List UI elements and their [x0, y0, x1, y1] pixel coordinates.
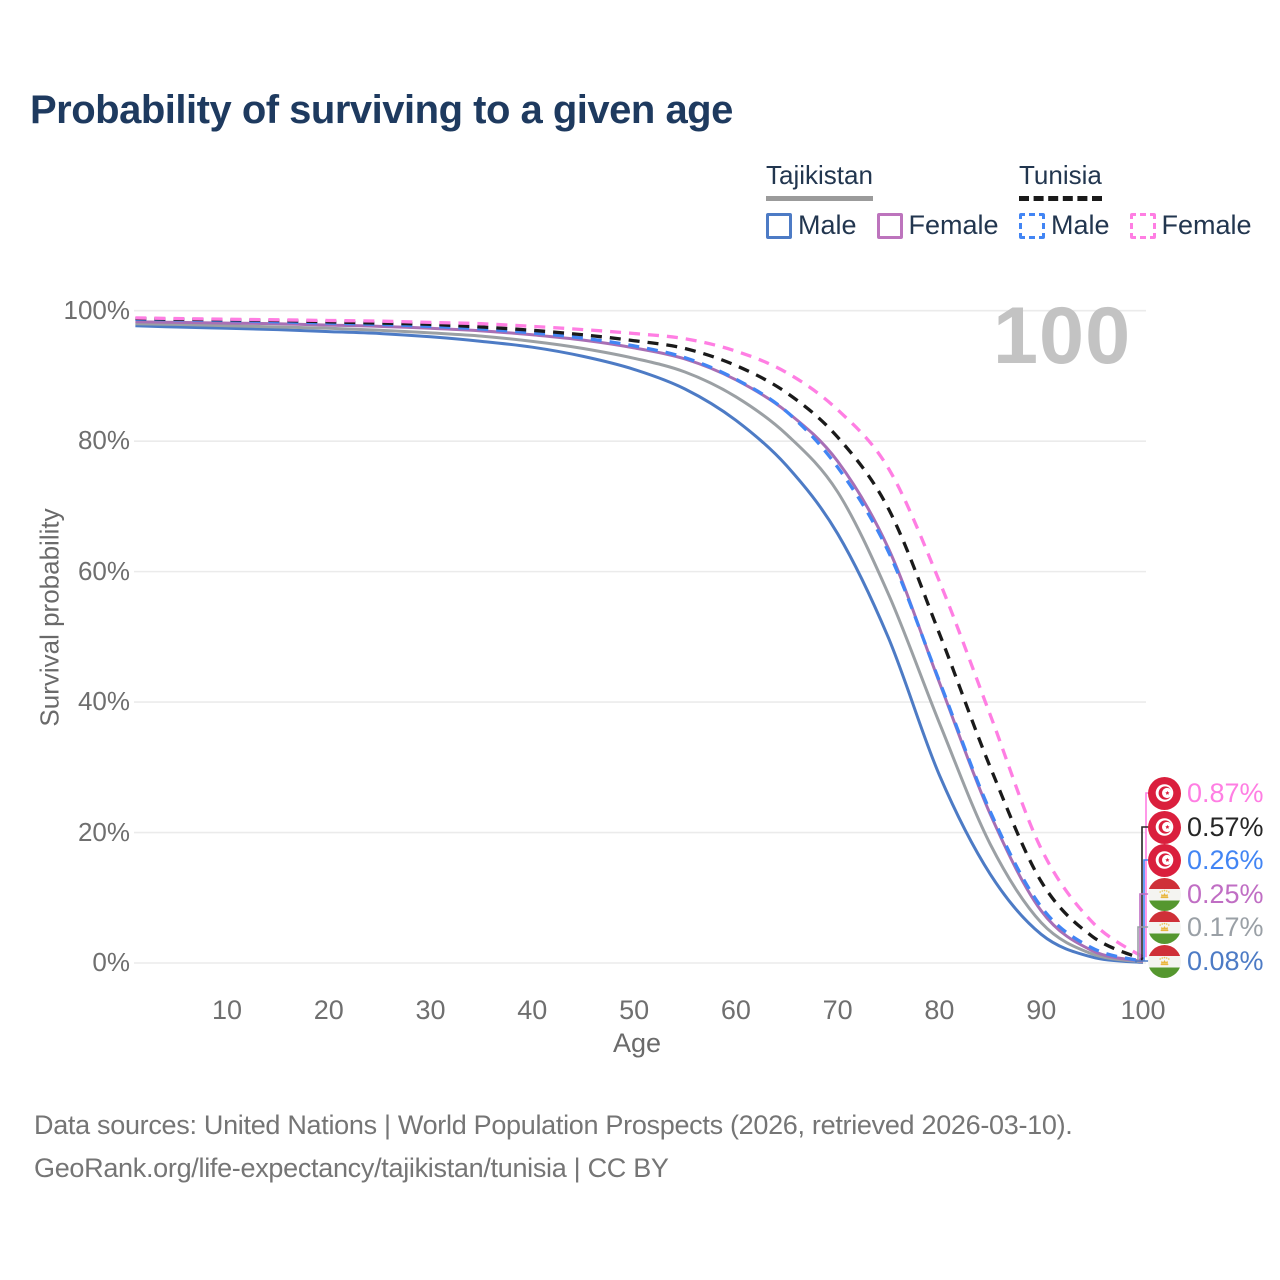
legend-group-tajikistan: Tajikistan Male Female	[766, 160, 1019, 241]
x-axis-title: Age	[612, 1028, 662, 1058]
legend-label: Male	[1051, 210, 1110, 240]
y-axis-title: Survival probability	[34, 508, 65, 727]
end-label-connector-tajikistan-male	[1135, 960, 1150, 963]
legend-item-tunisia-male[interactable]: Male	[1019, 210, 1110, 241]
tajikistan-female-swatch	[876, 212, 903, 239]
x-tick-label: 50	[619, 995, 650, 1025]
flag-icon-tajikistan	[1148, 877, 1181, 911]
end-label-row-tunisia-male: 0.26%	[1148, 843, 1264, 877]
end-label-value: 0.25%	[1187, 878, 1264, 909]
end-label-connector-tajikistan-both	[1137, 926, 1150, 962]
hover-age-watermark: 100	[993, 291, 1132, 381]
y-tick-label: 0%	[92, 947, 130, 977]
legend-title-tunisia: Tunisia	[1019, 160, 1102, 201]
end-label-value: 0.17%	[1187, 911, 1264, 942]
end-label-row-tunisia-both: 0.57%	[1148, 810, 1264, 844]
curve-tajikistan-male	[135, 324, 1144, 964]
y-tick-label: 100%	[63, 294, 131, 325]
legend-group-tunisia: Tunisia Male Female	[1019, 160, 1272, 241]
x-tick-label: 100	[1120, 995, 1166, 1025]
legend-title-tajikistan: Tajikistan	[766, 160, 873, 201]
end-label-row-tajikistan-female: 0.25%	[1148, 877, 1264, 911]
legend-item-tajikistan-female[interactable]: Female	[876, 210, 999, 241]
legend-item-tunisia-female[interactable]: Female	[1129, 210, 1252, 241]
footer-data-sources: Data sources: United Nations | World Pop…	[34, 1110, 1073, 1140]
y-tick-label: 40%	[77, 686, 130, 717]
x-tick-label: 70	[822, 995, 853, 1025]
curve-tajikistan-both	[135, 322, 1144, 964]
tunisia-female-swatch	[1129, 212, 1156, 239]
y-tick-label: 60%	[77, 555, 130, 586]
x-tick-label: 40	[517, 995, 548, 1025]
curve-tunisia-female	[135, 316, 1144, 959]
end-label-value: 0.26%	[1187, 844, 1264, 875]
flag-icon-tajikistan	[1148, 944, 1181, 978]
curve-tunisia-male	[135, 317, 1144, 963]
curve-tunisia-both	[135, 316, 1144, 961]
x-tick-label: 10	[211, 995, 242, 1025]
legend-item-tajikistan-male[interactable]: Male	[766, 210, 857, 241]
page-title: Probability of surviving to a given age	[30, 88, 733, 132]
x-tick-label: 20	[313, 995, 344, 1025]
legend-label: Female	[908, 210, 999, 240]
y-tick-label: 20%	[77, 816, 130, 847]
flag-icon-tajikistan	[1148, 910, 1181, 944]
legend-items-tajikistan: Male Female	[766, 210, 1019, 241]
tajikistan-male-swatch	[766, 212, 792, 239]
legend-items-tunisia: Male Female	[1019, 210, 1272, 241]
end-label-connector-tajikistan-female	[1139, 893, 1150, 962]
footer-attribution: GeoRank.org/life-expectancy/tajikistan/t…	[34, 1153, 669, 1183]
x-tick-label: 60	[720, 995, 751, 1025]
y-tick-label: 80%	[77, 425, 130, 456]
legend-label: Male	[798, 210, 857, 240]
end-label-row-tunisia-female: 0.87%	[1148, 776, 1264, 810]
x-tick-label: 30	[415, 995, 446, 1025]
flag-icon-tunisia	[1148, 776, 1181, 810]
footer: Data sources: United Nations | World Pop…	[34, 1104, 1073, 1190]
end-label-value: 0.57%	[1187, 811, 1264, 842]
x-tick-label: 80	[924, 995, 955, 1025]
end-label-value: 0.87%	[1187, 777, 1264, 808]
tunisia-male-swatch	[1019, 212, 1045, 239]
x-tick-label: 90	[1026, 995, 1057, 1025]
end-label-value: 0.08%	[1187, 945, 1264, 976]
flag-icon-tunisia	[1148, 810, 1181, 844]
end-label-connector-tunisia-both	[1141, 826, 1150, 960]
end-label-row-tajikistan-male: 0.08%	[1148, 944, 1264, 978]
end-label-row-tajikistan-both: 0.17%	[1148, 910, 1264, 944]
legend-label: Female	[1161, 210, 1252, 240]
flag-icon-tunisia	[1148, 843, 1181, 877]
curve-tajikistan-female	[135, 320, 1144, 963]
